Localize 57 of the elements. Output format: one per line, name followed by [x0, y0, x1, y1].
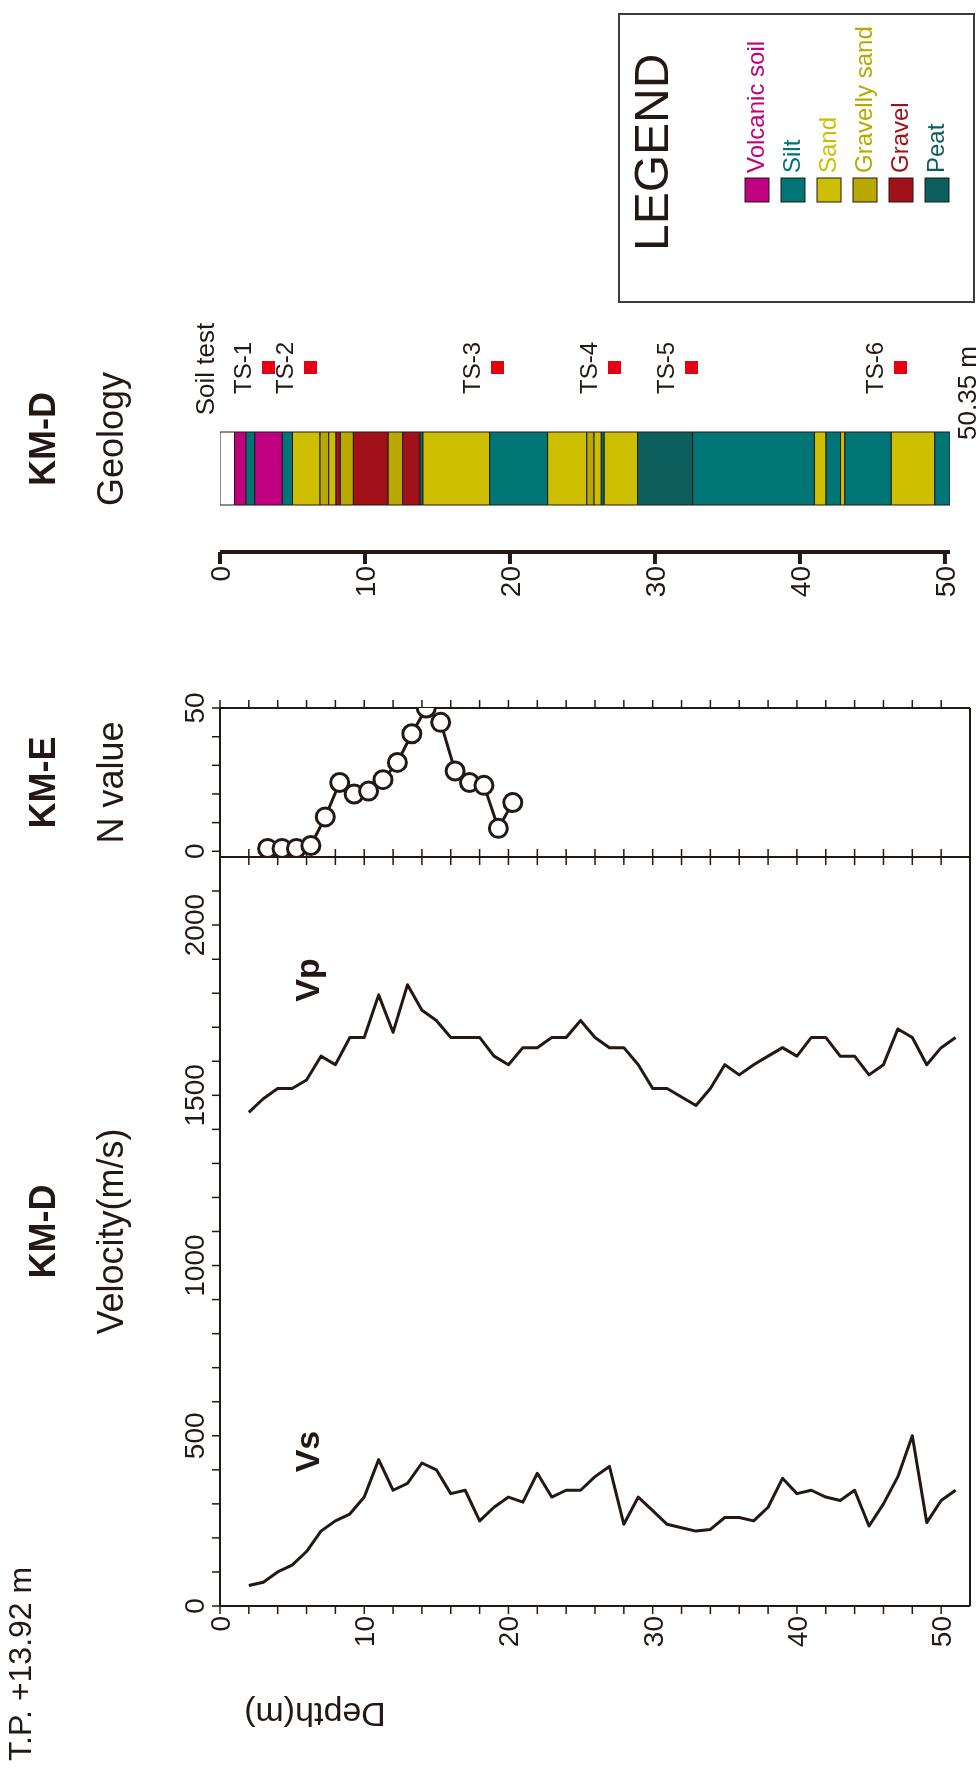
x-tick-label: 50 — [926, 1616, 958, 1648]
x-tick-label: 0 — [205, 1616, 236, 1632]
point — [401, 723, 423, 745]
y-axis-title: N value — [90, 721, 132, 844]
text: TS-5 — [652, 341, 680, 395]
text: TS-4 — [575, 341, 603, 395]
x-axis-title: Depth(m) — [244, 1694, 386, 1734]
point — [329, 772, 351, 793]
y-tick-label: 0 — [179, 1598, 210, 1614]
y-tick-label: 0 — [179, 843, 210, 860]
line-series — [247, 1434, 958, 1588]
text: KM-D — [22, 1184, 64, 1279]
text: Peat — [922, 123, 950, 173]
y-axis-title: Velocity(m/s) — [90, 1128, 132, 1335]
text: KM-E — [22, 736, 64, 829]
text: T.P. +13.92 m — [2, 1566, 39, 1761]
text: Gravelly sand — [850, 26, 878, 173]
point — [487, 817, 509, 839]
y-tick-label: 2000 — [179, 893, 210, 957]
text: Sand — [814, 116, 842, 173]
y-tick-label: 50 — [179, 692, 210, 724]
x-tick-label: 0 — [205, 566, 236, 582]
x-tick-label: 30 — [637, 1616, 669, 1648]
text: Volcanic soil — [742, 40, 770, 173]
text: 50.35 m — [952, 346, 980, 440]
point — [386, 751, 408, 773]
text: TS-1 — [229, 341, 257, 395]
text: Vs — [287, 1430, 327, 1473]
point — [314, 806, 336, 828]
chart-title: KM-D — [22, 392, 64, 486]
y-tick-label: 1000 — [179, 1234, 210, 1297]
text: Soil test — [190, 322, 221, 416]
text: Gravel — [886, 102, 914, 173]
y-axis-title: Geology — [90, 371, 132, 507]
point — [444, 760, 466, 782]
y-tick-label: 500 — [179, 1412, 210, 1460]
x-tick-label: 10 — [349, 566, 381, 598]
text: Vp — [287, 958, 327, 1002]
text: Silt — [778, 139, 806, 173]
legend-title: LEGEND — [624, 53, 679, 251]
text: TS-6 — [861, 341, 889, 395]
y-tick-label: 1500 — [179, 1064, 210, 1127]
x-tick-label: 40 — [784, 566, 816, 598]
text: TS-2 — [271, 341, 299, 395]
x-tick-label: 20 — [494, 566, 526, 598]
point — [430, 711, 452, 733]
point — [300, 835, 322, 857]
x-tick-label: 40 — [781, 1616, 813, 1648]
x-tick-label: 30 — [639, 566, 671, 598]
point — [358, 780, 380, 802]
x-tick-label: 10 — [349, 1616, 381, 1648]
x-tick-label: 20 — [493, 1616, 525, 1648]
point — [473, 774, 495, 796]
text: TS-3 — [458, 341, 486, 395]
point — [372, 769, 394, 791]
x-tick-label: 50 — [929, 566, 961, 598]
point — [502, 792, 524, 814]
